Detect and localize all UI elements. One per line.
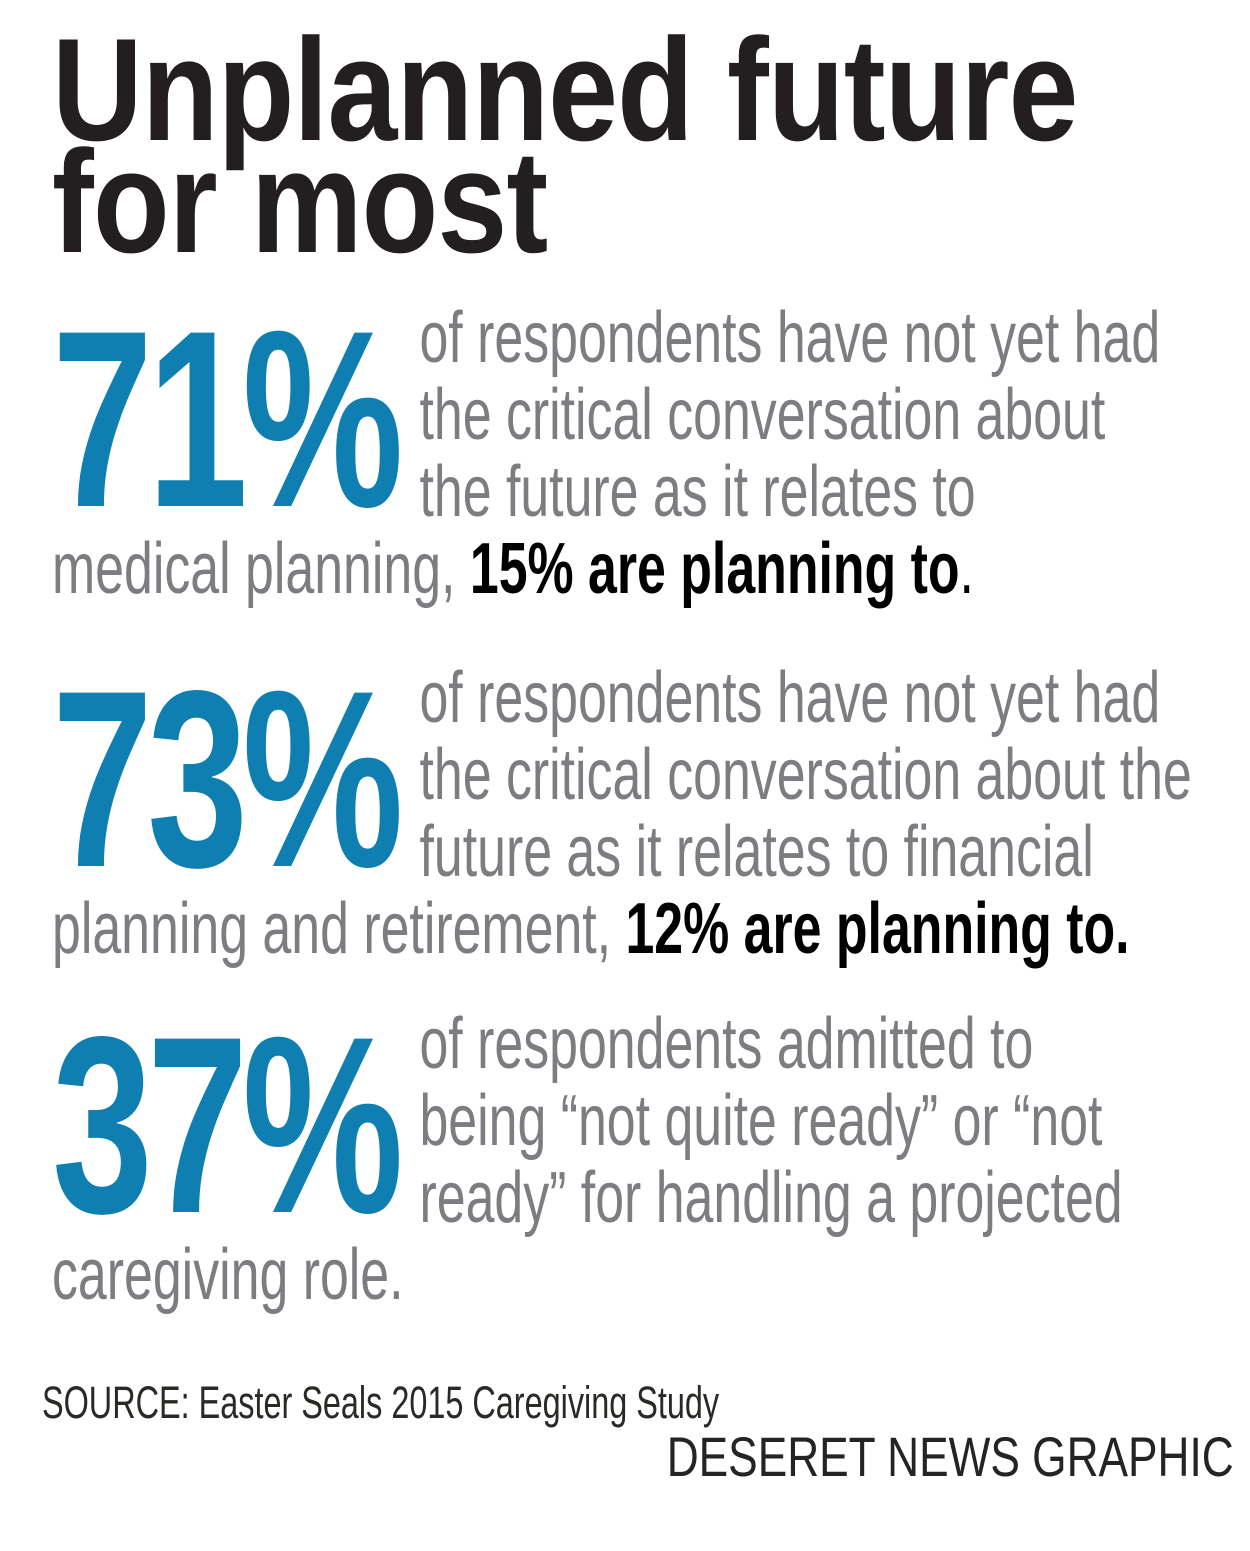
page-title: Unplanned future for most [52,8,1078,283]
stat-tail-line: planning and retirement, 12% are plannin… [52,891,1250,968]
stat-block-financial-planning: 73% of respondents have not yet had the … [52,639,1250,968]
stat-value: 73% [52,639,404,920]
stat-tail-line: medical planning, 15% are planning to. [52,531,1250,608]
stat-line: ready” for handling a projected [419,1158,1123,1238]
stat-line: of respondents have not yet had [419,658,1161,738]
stat-line: the critical conversation about the [419,735,1192,815]
stat-line: being “not quite ready” or “not [419,1081,1103,1161]
stat-line: the critical conversation about [419,375,1106,455]
stat-tail-suffix: . [959,529,974,609]
stat-tail-line: caregiving role. [52,1237,1250,1314]
stat-block-caregiving-readiness: 37% of respondents admitted to being “no… [52,985,1250,1314]
credit-line: DESERET NEWS GRAPHIC [666,1425,1234,1488]
stat-line: the future as it relates to [419,452,976,532]
stat-tail-emphasis-text: 15% are planning to [469,529,960,609]
stat-line: future as it relates to financial [419,812,1094,892]
stat-value: 71% [52,279,404,560]
stat-tail-plain-text: medical planning, [52,529,470,609]
stat-line: of respondents have not yet had [419,298,1161,378]
stat-value: 37% [52,985,404,1266]
stat-tail-plain-text: planning and retirement, [52,889,626,969]
stat-tail-emphasis-text: 12% are planning to. [625,889,1130,969]
stat-tail-plain-text: caregiving role. [52,1235,404,1315]
page-title-line-1: Unplanned future [52,8,1078,171]
page-title-line-2: for most [52,120,548,283]
stat-block-medical-planning: 71% of respondents have not yet had the … [52,279,1250,608]
stat-line: of respondents admitted to [419,1004,1034,1084]
source-line: SOURCE: Easter Seals 2015 Caregiving Stu… [42,1377,720,1428]
